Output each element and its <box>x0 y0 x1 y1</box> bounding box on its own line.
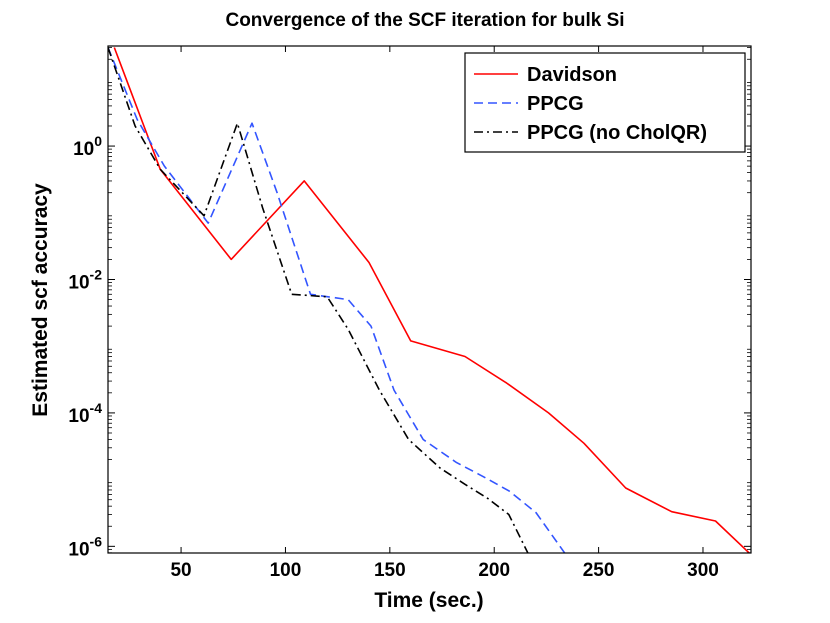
legend: Davidson PPCG PPCG (no CholQR) <box>464 52 746 153</box>
y-tick-exponent: -2 <box>90 266 103 282</box>
y-tick-base: 10 <box>68 406 89 427</box>
y-tick-exponent: -6 <box>90 533 103 549</box>
series-line-0 <box>113 47 751 553</box>
x-ticks: 50 100 150 200 250 300 <box>170 46 719 581</box>
y-tick-label: 10-6 <box>68 533 102 560</box>
series-line-1 <box>108 47 566 553</box>
x-tick-label: 100 <box>270 560 302 581</box>
x-tick-label: 50 <box>170 560 191 581</box>
y-tick-label: 10-2 <box>68 266 102 293</box>
y-tick-label: 100 <box>73 133 102 160</box>
y-tick-exponent: 0 <box>94 133 102 149</box>
x-tick-label: 150 <box>374 560 406 581</box>
x-tick-label: 250 <box>583 560 615 581</box>
y-tick-exponent: -4 <box>90 400 103 416</box>
x-axis-label: Time (sec.) <box>374 589 483 612</box>
legend-label-0: Davidson <box>527 64 617 86</box>
legend-box <box>464 52 746 153</box>
legend-label-1: PPCG <box>527 93 584 115</box>
legend-label-2: PPCG (no CholQR) <box>527 122 707 144</box>
y-tick-label: 10-4 <box>68 400 102 427</box>
y-tick-base: 10 <box>73 139 94 160</box>
y-tick-base: 10 <box>68 539 89 560</box>
y-tick-base: 10 <box>68 272 89 293</box>
series-layer <box>108 47 751 553</box>
x-tick-label: 200 <box>478 560 510 581</box>
series-line-2 <box>108 47 529 553</box>
y-axis-label: Estimated scf accuracy <box>29 183 52 417</box>
x-tick-label: 300 <box>687 560 719 581</box>
chart-title: Convergence of the SCF iteration for bul… <box>225 10 624 31</box>
